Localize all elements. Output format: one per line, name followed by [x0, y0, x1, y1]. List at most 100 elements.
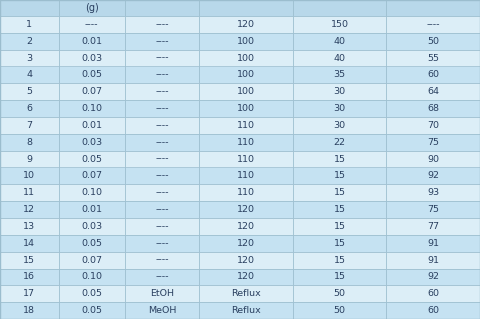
Bar	[125, 167, 199, 184]
Text: 64: 64	[427, 87, 439, 96]
Text: ----: ----	[155, 188, 169, 197]
Bar	[125, 100, 199, 117]
Text: 0.05: 0.05	[81, 155, 102, 164]
Bar	[293, 218, 386, 235]
Bar	[293, 167, 386, 184]
Text: 15: 15	[334, 205, 346, 214]
Bar	[293, 302, 386, 319]
Bar	[199, 184, 293, 201]
Text: 0.10: 0.10	[81, 104, 102, 113]
Bar	[199, 134, 293, 151]
Text: 91: 91	[427, 239, 439, 248]
Text: 100: 100	[237, 87, 255, 96]
Bar	[59, 184, 125, 201]
Text: 0.03: 0.03	[81, 54, 102, 63]
Text: ----: ----	[155, 222, 169, 231]
Text: 4: 4	[26, 70, 32, 79]
Bar	[0, 83, 59, 100]
Bar	[293, 0, 386, 16]
Bar	[293, 151, 386, 167]
Text: 50: 50	[334, 306, 346, 315]
Text: 13: 13	[23, 222, 36, 231]
Bar	[199, 201, 293, 218]
Text: 0.10: 0.10	[81, 272, 102, 281]
Bar	[0, 285, 59, 302]
Text: 91: 91	[427, 256, 439, 264]
Text: 0.05: 0.05	[81, 70, 102, 79]
Text: ----: ----	[155, 121, 169, 130]
Text: 92: 92	[427, 272, 439, 281]
Text: 120: 120	[237, 20, 255, 29]
Text: 0.07: 0.07	[81, 171, 102, 181]
Bar	[125, 16, 199, 33]
Text: 0.01: 0.01	[81, 121, 102, 130]
Bar	[386, 235, 480, 252]
Bar	[125, 33, 199, 50]
Text: 15: 15	[334, 272, 346, 281]
Text: ----: ----	[155, 171, 169, 181]
Text: 5: 5	[26, 87, 32, 96]
Text: 60: 60	[427, 70, 439, 79]
Text: 100: 100	[237, 37, 255, 46]
Bar	[293, 33, 386, 50]
Text: 35: 35	[334, 70, 346, 79]
Bar	[199, 0, 293, 16]
Bar	[59, 66, 125, 83]
Text: 2: 2	[26, 37, 32, 46]
Text: 15: 15	[334, 222, 346, 231]
Bar	[59, 269, 125, 285]
Bar	[0, 151, 59, 167]
Bar	[59, 302, 125, 319]
Bar	[125, 201, 199, 218]
Text: 30: 30	[334, 121, 346, 130]
Bar	[199, 50, 293, 66]
Text: 90: 90	[427, 155, 439, 164]
Text: 0.01: 0.01	[81, 205, 102, 214]
Text: 110: 110	[237, 138, 255, 147]
Bar	[0, 167, 59, 184]
Text: 100: 100	[237, 70, 255, 79]
Bar	[125, 151, 199, 167]
Bar	[59, 252, 125, 269]
Text: ----: ----	[426, 20, 440, 29]
Bar	[199, 151, 293, 167]
Text: 68: 68	[427, 104, 439, 113]
Bar	[59, 134, 125, 151]
Bar	[293, 83, 386, 100]
Bar	[199, 100, 293, 117]
Bar	[0, 252, 59, 269]
Text: 70: 70	[427, 121, 439, 130]
Text: 110: 110	[237, 171, 255, 181]
Text: 30: 30	[334, 104, 346, 113]
Text: 60: 60	[427, 306, 439, 315]
Bar	[293, 269, 386, 285]
Text: 7: 7	[26, 121, 32, 130]
Text: EtOH: EtOH	[150, 289, 174, 298]
Bar	[199, 33, 293, 50]
Text: 11: 11	[23, 188, 36, 197]
Bar	[199, 235, 293, 252]
Text: 3: 3	[26, 54, 32, 63]
Bar	[125, 285, 199, 302]
Text: ----: ----	[155, 239, 169, 248]
Text: 15: 15	[334, 188, 346, 197]
Text: 150: 150	[331, 20, 348, 29]
Text: 16: 16	[23, 272, 36, 281]
Bar	[386, 184, 480, 201]
Text: 120: 120	[237, 205, 255, 214]
Bar	[125, 218, 199, 235]
Text: 0.03: 0.03	[81, 138, 102, 147]
Bar	[59, 167, 125, 184]
Bar	[386, 252, 480, 269]
Text: 120: 120	[237, 256, 255, 264]
Text: 50: 50	[334, 289, 346, 298]
Text: MeOH: MeOH	[148, 306, 176, 315]
Bar	[0, 100, 59, 117]
Bar	[386, 33, 480, 50]
Bar	[59, 0, 125, 16]
Text: 75: 75	[427, 138, 439, 147]
Text: 100: 100	[237, 104, 255, 113]
Text: ----: ----	[155, 272, 169, 281]
Text: 40: 40	[334, 37, 346, 46]
Bar	[386, 134, 480, 151]
